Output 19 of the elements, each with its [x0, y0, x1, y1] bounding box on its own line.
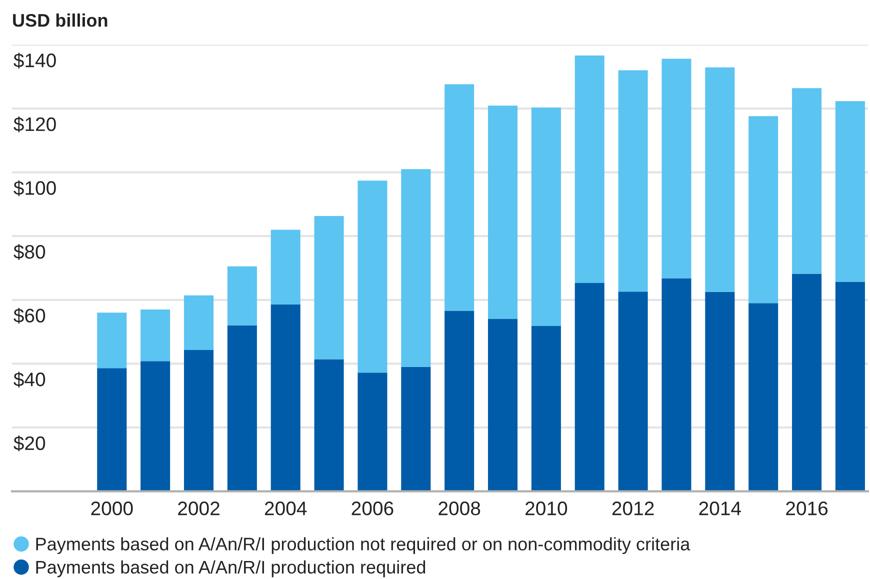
y-tick-label: $100 — [14, 180, 56, 196]
y-tick-label: $40 — [14, 372, 46, 388]
y-axis-title: USD billion — [13, 14, 108, 27]
x-tick-label: 2006 — [352, 502, 394, 516]
x-tick-label: 2000 — [91, 502, 133, 516]
x-tick-label: 2002 — [178, 502, 220, 516]
y-tick-label: $80 — [14, 244, 46, 260]
y-tick-label: $60 — [14, 308, 46, 324]
x-tick-label: 2010 — [526, 502, 568, 516]
x-tick-label: 2012 — [612, 502, 654, 516]
y-tick-label: $140 — [14, 52, 56, 68]
y-tick-label: $120 — [14, 116, 56, 132]
legend-label: Payments based on A/An/R/I production required — [36, 560, 426, 578]
legend-label: Payments based on A/An/R/I production not required or on non-commodity criteria — [36, 537, 690, 554]
x-tick-label: 2016 — [786, 502, 828, 516]
x-tick-label: 2014 — [699, 502, 741, 516]
y-tick-label: $20 — [14, 436, 46, 452]
x-tick-label: 2008 — [438, 502, 480, 516]
x-tick-label: 2004 — [264, 502, 307, 516]
